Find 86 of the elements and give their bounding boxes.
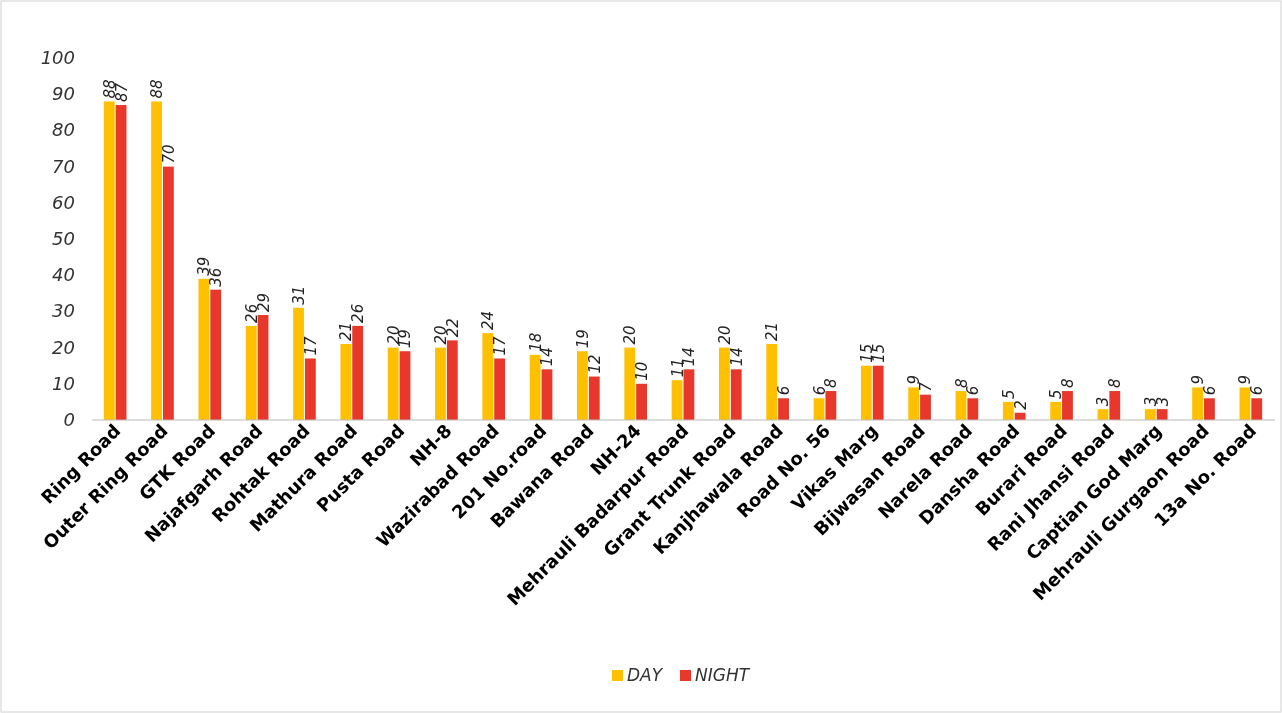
- bar: [872, 365, 884, 420]
- y-tick-label: 40: [52, 264, 75, 286]
- bar: [1050, 401, 1062, 420]
- data-label: 5: [1047, 389, 1066, 399]
- bar: [482, 333, 494, 420]
- bar: [304, 358, 316, 420]
- data-label: 9: [1189, 374, 1208, 385]
- bar: [1144, 409, 1156, 420]
- bar: [1192, 387, 1204, 420]
- bar: [541, 369, 553, 420]
- bar: [103, 101, 115, 420]
- bar: [671, 380, 683, 420]
- bar: [908, 387, 920, 420]
- bar: [718, 347, 730, 420]
- bar: [778, 398, 789, 420]
- bar: [1156, 409, 1168, 420]
- data-label: 21: [337, 321, 356, 341]
- data-label: 17: [301, 335, 320, 356]
- bar: [529, 354, 541, 420]
- bar: [1002, 401, 1014, 420]
- data-label: 17: [491, 335, 510, 356]
- data-label: 12: [585, 354, 604, 374]
- y-tick-label: 10: [52, 372, 75, 394]
- bar: [340, 343, 352, 420]
- bar: [683, 369, 695, 420]
- bar: [352, 325, 364, 420]
- bar: [435, 347, 446, 420]
- bar: [766, 343, 778, 420]
- y-tick-label: 90: [52, 83, 75, 105]
- legend-label: NIGHT: [695, 665, 751, 685]
- data-label: 26: [349, 303, 368, 323]
- bar: [920, 394, 931, 420]
- data-label: 88: [148, 79, 167, 99]
- bar: [198, 278, 210, 420]
- legend-label: DAY: [627, 665, 664, 685]
- data-label: 20: [621, 325, 640, 345]
- y-tick-label: 70: [52, 155, 75, 177]
- bar: [624, 347, 636, 420]
- bar: [115, 105, 127, 420]
- data-label: 8: [1106, 378, 1125, 389]
- y-tick-label: 50: [52, 228, 75, 249]
- y-tick-label: 20: [52, 336, 75, 358]
- data-label: 31: [290, 285, 309, 305]
- y-tick-label: 80: [52, 119, 75, 141]
- y-tick-label: 100: [40, 47, 75, 68]
- bar: [494, 358, 506, 420]
- bar: [1109, 391, 1121, 420]
- data-label: 14: [727, 347, 746, 367]
- data-label: 6: [775, 385, 794, 396]
- data-label: 21: [763, 321, 782, 341]
- y-tick-label: 30: [52, 300, 75, 322]
- bar: [1204, 398, 1215, 420]
- bar: [1062, 391, 1073, 420]
- bar: [1251, 398, 1263, 420]
- bar: [399, 351, 411, 420]
- bar: [446, 340, 458, 420]
- data-label: 9: [1236, 374, 1255, 385]
- bar: [577, 351, 588, 420]
- y-tick-label: 60: [52, 191, 75, 213]
- bar: [967, 398, 979, 420]
- data-label: 20: [715, 325, 734, 345]
- bar: [245, 325, 257, 420]
- data-label: 6: [1248, 385, 1267, 396]
- bar: [257, 315, 269, 420]
- y-tick-label: 0: [63, 409, 75, 430]
- bar: [588, 376, 600, 420]
- data-label: 70: [159, 144, 178, 164]
- data-label: 3: [1094, 396, 1113, 407]
- bar: [387, 347, 399, 420]
- bar: [860, 365, 872, 420]
- bar: [1239, 387, 1251, 420]
- bar: [636, 383, 648, 420]
- bar: [151, 101, 162, 420]
- bar: [210, 289, 222, 420]
- bar: [162, 166, 174, 420]
- data-label: 24: [479, 311, 498, 331]
- bar: [825, 391, 837, 420]
- bar: [730, 369, 742, 420]
- data-label: 6: [1200, 385, 1219, 396]
- data-label: 2: [1011, 400, 1030, 410]
- data-label: 8: [1058, 378, 1077, 389]
- data-label: 5: [999, 389, 1018, 399]
- data-label: 19: [573, 329, 592, 349]
- bar: [293, 307, 304, 420]
- data-label: 6: [810, 385, 829, 396]
- data-label: 10: [633, 361, 652, 381]
